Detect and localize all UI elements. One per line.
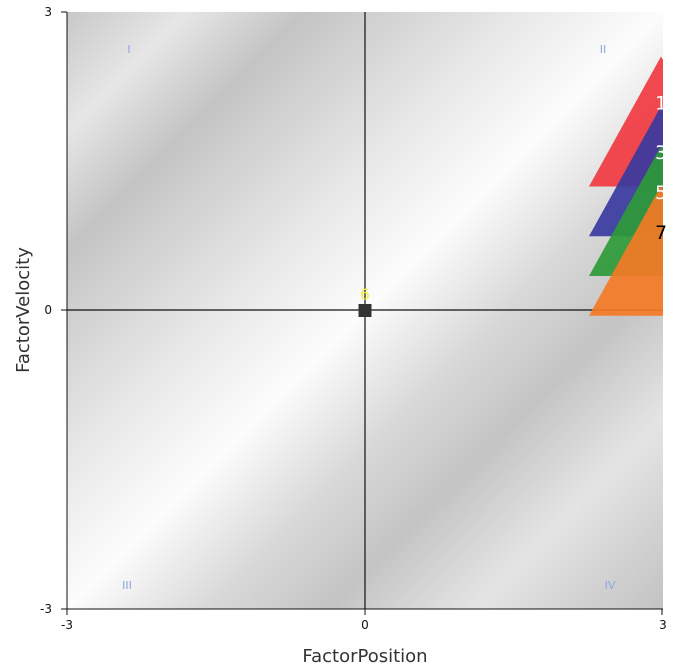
x-tick-label-right: 3	[659, 618, 667, 632]
y-axis-title: FactorVelocity	[13, 247, 34, 373]
data-marker-labels: 1 3 5 7 6	[360, 92, 667, 303]
marker-label-3: 3	[655, 142, 667, 164]
y-tick-label-bottom: -3	[40, 602, 52, 616]
y-tick-label-top: 3	[44, 5, 52, 19]
quadrant-label-4: IV	[605, 579, 616, 592]
x-ticks: -3 0 3	[61, 609, 667, 632]
marker-point-6	[358, 304, 372, 317]
marker-label-6: 6	[360, 286, 370, 304]
y-tick-label-mid: 0	[44, 303, 52, 317]
data-markers	[358, 56, 663, 317]
marker-point-7	[589, 185, 663, 316]
marker-label-7: 7	[655, 222, 667, 244]
x-tick-label-mid: 0	[361, 618, 369, 632]
quadrant-labels: I II III IV	[122, 43, 616, 592]
marker-label-5: 5	[655, 182, 667, 204]
marker-label-1: 1	[655, 92, 667, 114]
quadrant-label-2: II	[600, 43, 607, 56]
quadrant-label-3: III	[122, 579, 132, 592]
y-ticks: 3 0 -3	[40, 5, 67, 616]
quadrant-label-1: I	[127, 43, 130, 56]
x-tick-label-left: -3	[61, 618, 73, 632]
x-axis-title: FactorPosition	[302, 646, 427, 667]
